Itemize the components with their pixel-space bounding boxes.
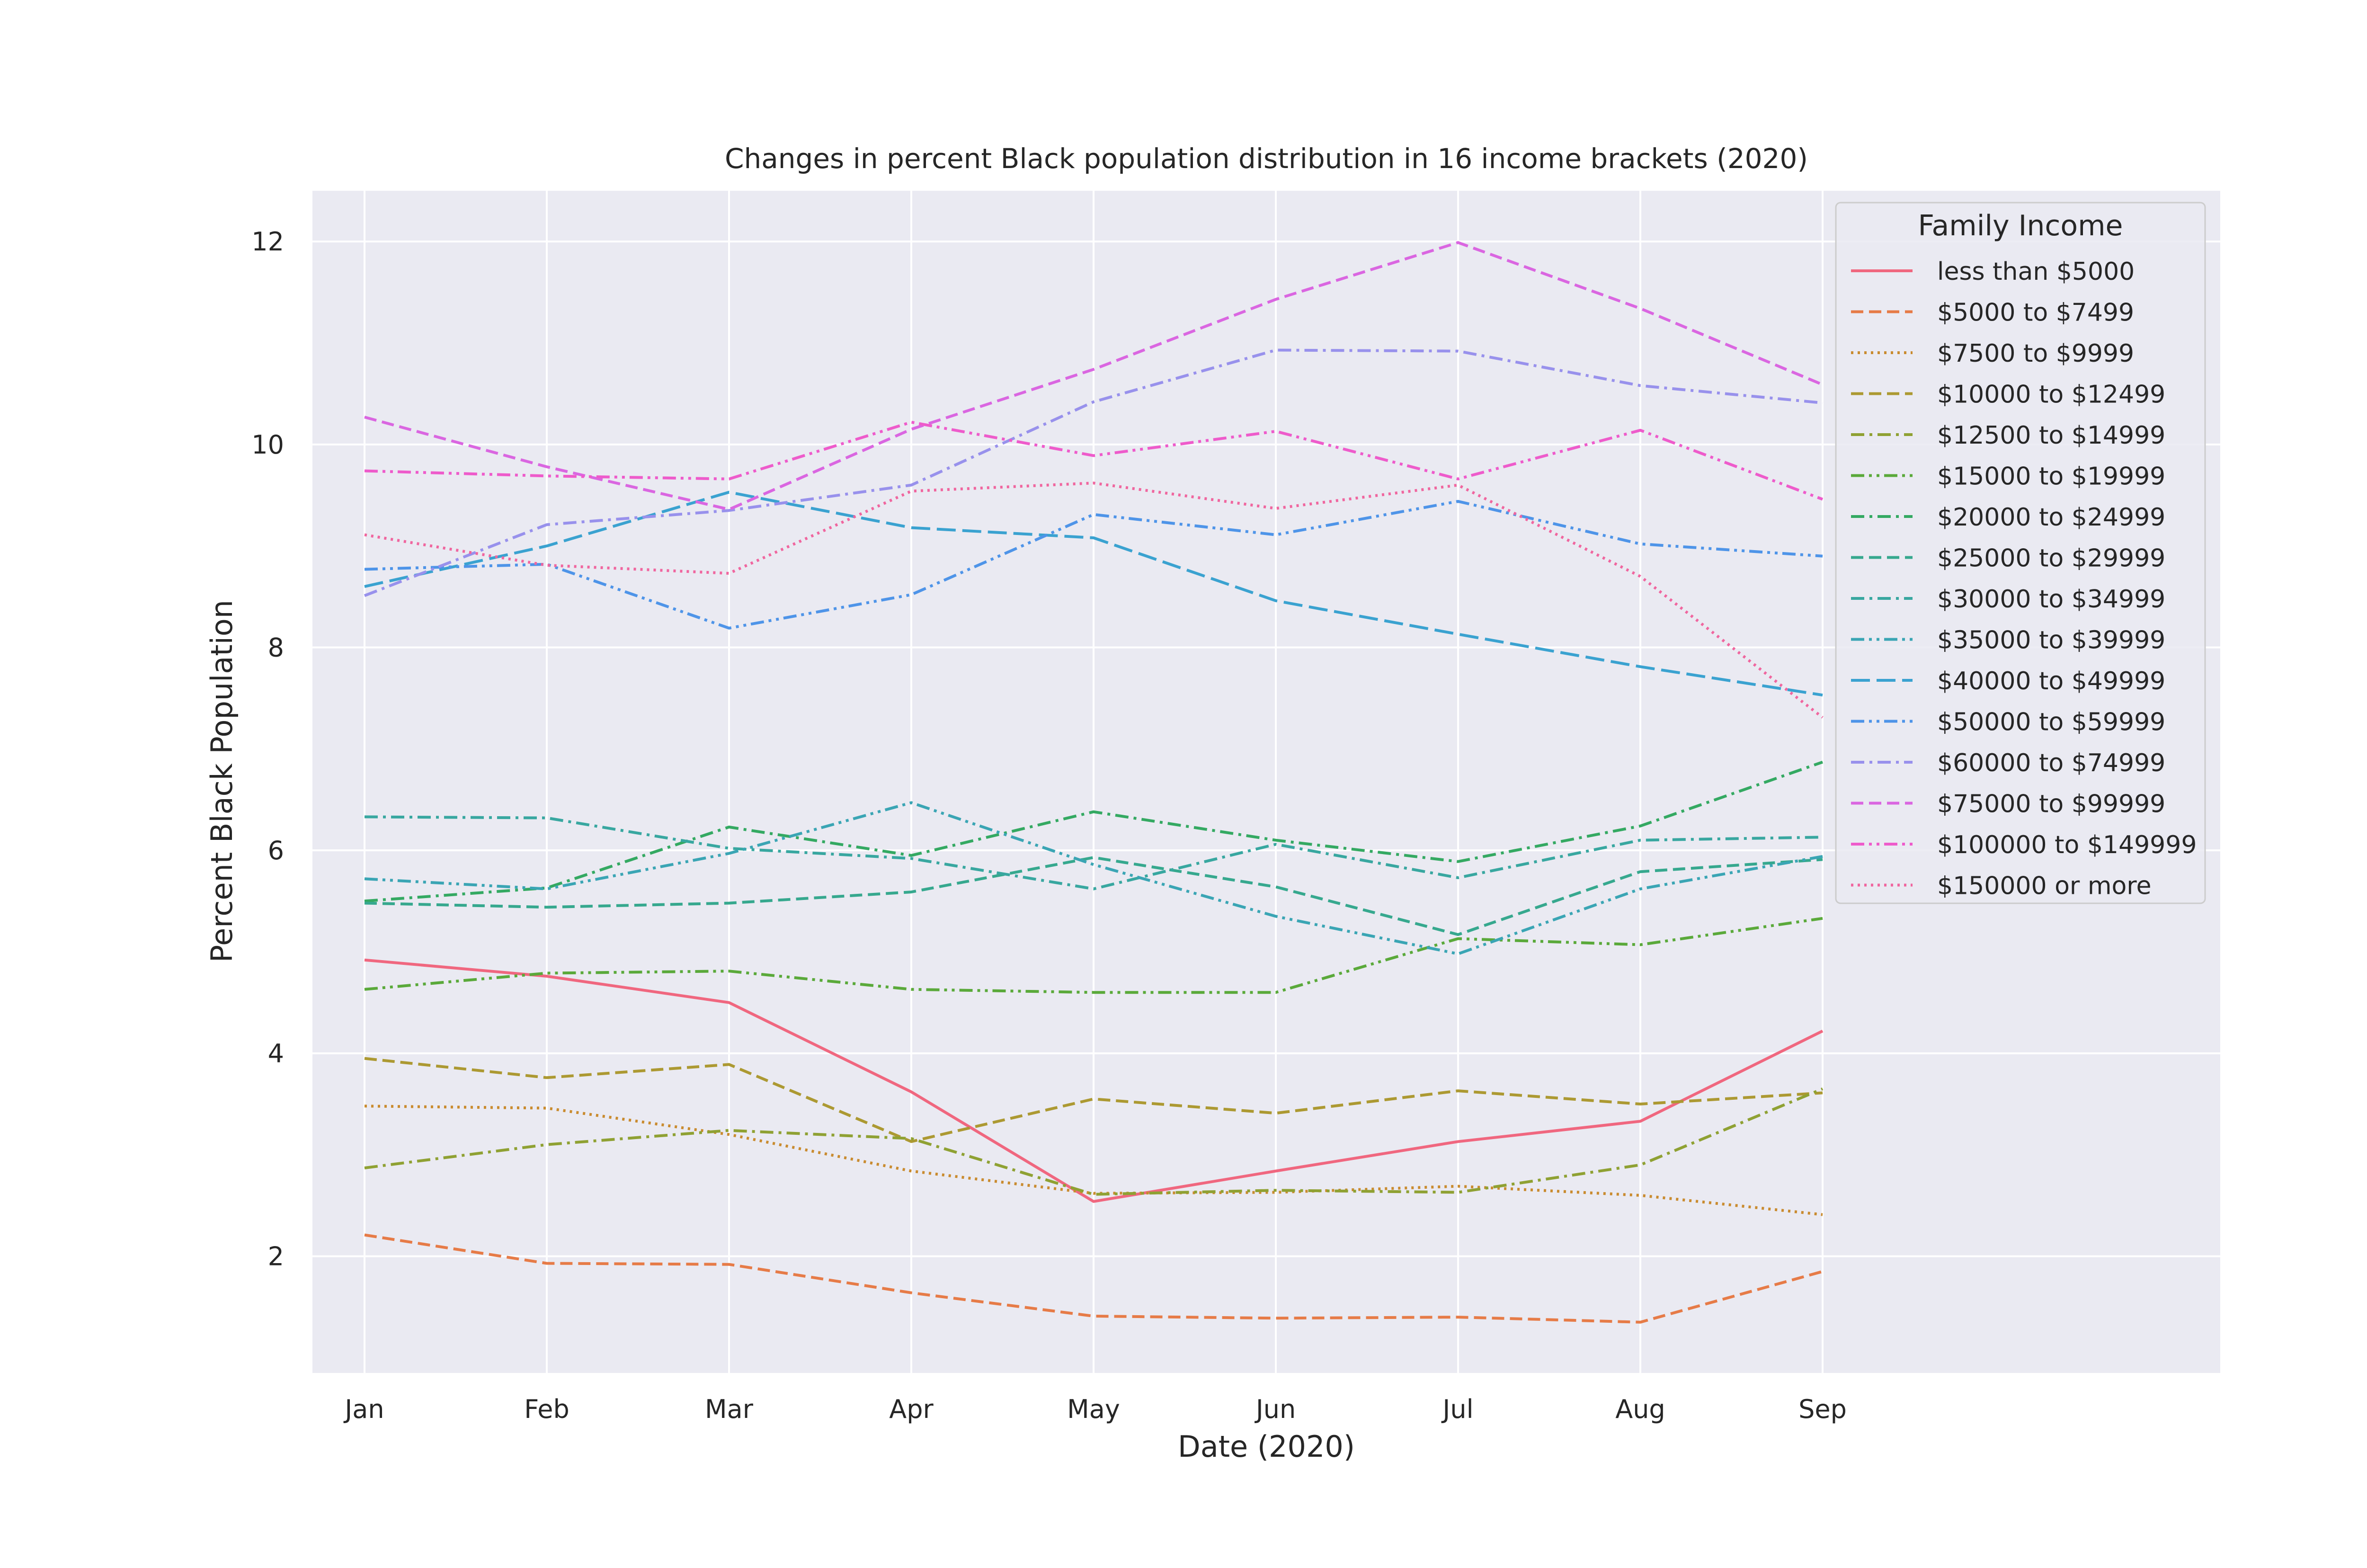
series-line [364,1087,1824,1196]
y-axis-label: Percent Black Population [205,600,239,962]
legend-label: $12500 to $14999 [1937,421,2165,450]
legend-label: less than $5000 [1937,258,2135,286]
grid [312,191,2220,1373]
series-line [364,1057,1823,1143]
series-line [364,917,1823,994]
y-tick-label: 10 [251,430,284,460]
y-tick-label: 8 [268,633,284,663]
series-line [364,958,1824,1203]
legend-label: $150000 or more [1937,872,2152,900]
chart-title: Changes in percent Black population dist… [725,143,1808,175]
x-tick-label: Feb [524,1394,570,1424]
legend-title: Family Income [1918,209,2123,242]
series-line [364,420,1824,501]
x-tick-label: Apr [889,1394,934,1424]
x-axis-label: Date (2020) [1178,1429,1355,1464]
x-tick-label: Jun [1255,1394,1296,1424]
series-line [364,1233,1823,1324]
series-line [364,490,1823,697]
legend-label: $60000 to $74999 [1937,749,2165,777]
x-tick-label: Aug [1615,1394,1665,1424]
legend-label: $25000 to $29999 [1937,544,2165,573]
series-line [364,241,1824,511]
series-line [364,481,1824,719]
series-lines [364,241,1824,1324]
x-tick-label: Jul [1441,1394,1473,1424]
legend-label: $5000 to $7499 [1937,299,2134,327]
x-tick-label: Mar [705,1394,754,1424]
series-line [364,801,1823,955]
series-line [364,856,1823,936]
legend-label: $20000 to $24999 [1937,503,2165,532]
legend-box [1835,202,2206,904]
legend: Family Income less than $5000 $5000 to $7… [1835,202,2206,904]
legend-label: $15000 to $19999 [1937,463,2165,491]
legend-label: $30000 to $34999 [1937,585,2165,614]
legend-label: $10000 to $12499 [1937,381,2165,409]
legend-label: $100000 to $149999 [1937,831,2197,859]
x-tick-labels: Jan Feb Mar Apr May Jun Jul Aug Sep [343,1394,1847,1424]
y-tick-label: 12 [251,227,284,257]
y-tick-labels: 2 4 6 8 10 12 [251,227,284,1271]
y-tick-label: 6 [268,836,284,865]
x-tick-label: May [1067,1394,1120,1424]
series-line [364,760,1823,903]
legend-label: $7500 to $9999 [1937,339,2134,368]
series-line [364,499,1823,630]
series-line [364,1105,1823,1216]
legend-label: $50000 to $59999 [1937,708,2165,737]
legend-label: $35000 to $39999 [1937,626,2165,655]
legend-label: $40000 to $49999 [1937,667,2165,695]
legend-label: $75000 to $99999 [1937,790,2165,819]
y-tick-label: 2 [268,1242,284,1272]
x-tick-label: Sep [1798,1394,1847,1424]
y-tick-label: 4 [268,1039,284,1069]
legend-entries: less than $5000 $5000 to $7499 $7500 to $9… [1851,258,2197,900]
series-line [364,348,1823,597]
series-line [364,815,1823,891]
x-tick-label: Jan [343,1394,384,1424]
